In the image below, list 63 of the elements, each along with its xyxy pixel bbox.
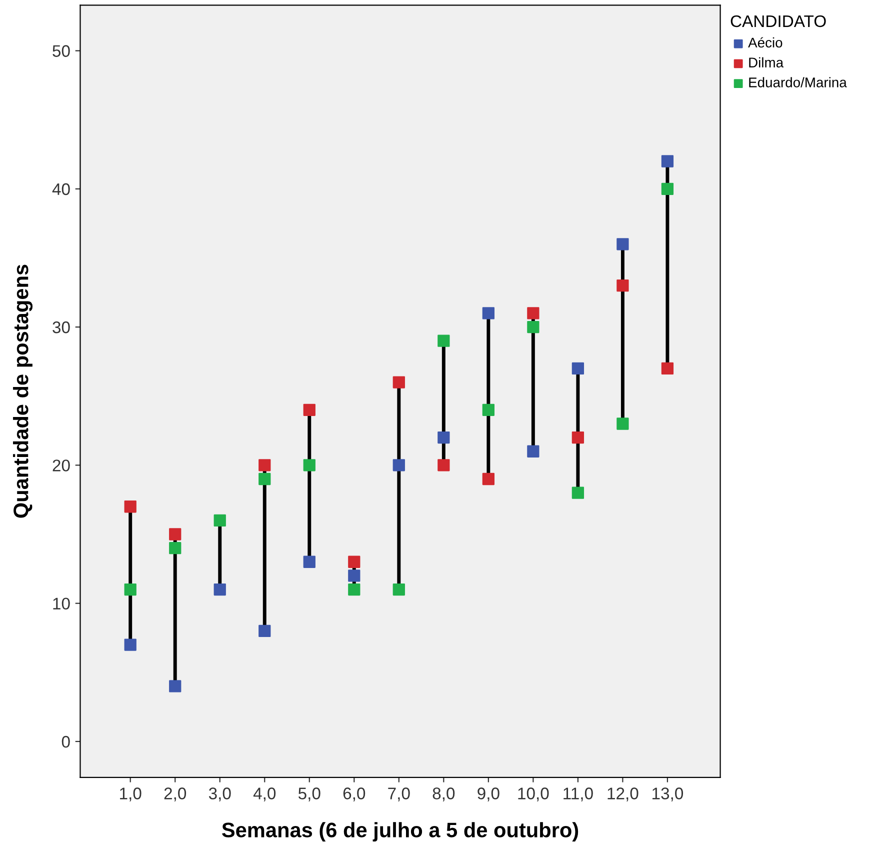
point [616, 418, 629, 430]
x-tick-label: 2,0 [164, 788, 186, 802]
x-tick-label: 5,0 [298, 788, 320, 802]
x-tick-label: 11,0 [564, 788, 593, 802]
x-tick-label: 7,0 [388, 788, 410, 802]
point [169, 542, 182, 554]
point [214, 583, 226, 596]
point [303, 556, 316, 568]
y-tick-label: 50 [52, 45, 70, 57]
point [392, 376, 405, 388]
x-tick-label: 13,0 [652, 788, 684, 802]
point [438, 334, 450, 347]
point [661, 362, 674, 375]
legend-label: Eduardo/Marina [749, 77, 847, 88]
point [348, 570, 360, 582]
point [392, 459, 405, 472]
point [482, 307, 494, 320]
x-tick-label: 12,0 [608, 788, 638, 802]
point [392, 583, 405, 596]
x-tick-label: 1,0 [120, 788, 142, 802]
point [661, 155, 674, 168]
point [169, 528, 182, 540]
y-tick-label: 10 [53, 598, 70, 610]
point [214, 514, 226, 527]
point [169, 680, 182, 692]
point [482, 472, 494, 486]
point [258, 624, 271, 638]
point [527, 307, 540, 320]
point [258, 472, 271, 486]
x-tick-label: 8,0 [432, 788, 455, 802]
y-tick-label: 40 [52, 183, 70, 196]
point [661, 182, 674, 195]
point [616, 280, 629, 292]
point [572, 362, 584, 375]
point [616, 238, 629, 250]
point [438, 459, 450, 472]
point [348, 583, 360, 596]
point [258, 459, 271, 472]
x-tick-label: 3,0 [208, 788, 231, 802]
point [572, 486, 584, 499]
x-tick-label: 10,0 [518, 788, 549, 802]
point [303, 404, 316, 416]
point [527, 320, 540, 334]
legend-label: Aécio [748, 37, 782, 48]
legend-label: Dilma [749, 57, 784, 68]
point [572, 431, 584, 444]
point [124, 583, 136, 596]
point [303, 459, 316, 472]
x-tick-label: 4,0 [253, 788, 276, 802]
y-axis-title: Quantidade de postagens [13, 264, 33, 518]
y-tick-label: 0 [62, 736, 70, 748]
legend-title: CANDIDATO [730, 15, 826, 28]
point [527, 445, 540, 458]
y-tick-label: 20 [52, 460, 70, 472]
y-tick-label: 30 [52, 321, 70, 334]
point [124, 500, 136, 513]
x-tick-label: 9,0 [478, 788, 500, 802]
point [438, 431, 450, 444]
point [124, 638, 136, 651]
point [348, 556, 360, 568]
x-tick-label: 6,0 [343, 788, 366, 802]
x-axis-title: Semanas (6 de julho a 5 de outubro) [222, 822, 578, 842]
point [482, 404, 494, 416]
